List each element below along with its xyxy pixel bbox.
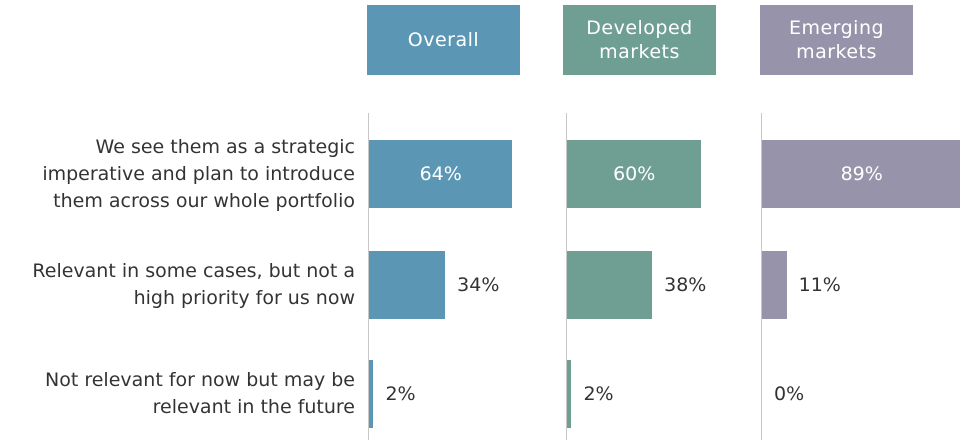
- axis-line: [566, 113, 567, 440]
- value-label: 2%: [583, 383, 614, 405]
- panel-header: Overall: [367, 5, 520, 75]
- category-label: We see them as a strategic imperative an…: [42, 135, 355, 212]
- value-label: 34%: [457, 274, 500, 296]
- value-label: 0%: [774, 383, 805, 405]
- axis-line: [368, 113, 369, 440]
- value-label: 64%: [419, 163, 462, 185]
- bar: [567, 360, 572, 428]
- panel-header: Developed markets: [563, 5, 716, 75]
- bar: [567, 251, 653, 319]
- bar: [762, 140, 960, 208]
- bar: [567, 140, 702, 208]
- value-label: 60%: [613, 163, 656, 185]
- panel-header: Emerging markets: [760, 5, 913, 75]
- value-label: 11%: [798, 274, 841, 296]
- category-label: Relevant in some cases, but not a high p…: [32, 260, 355, 309]
- bar: [369, 360, 374, 428]
- category-label: Not relevant for now but may be relevant…: [45, 369, 355, 418]
- value-label: 2%: [385, 383, 416, 405]
- axis-line: [761, 113, 762, 440]
- bar: [369, 140, 513, 208]
- value-label: 38%: [664, 274, 707, 296]
- bar: [369, 251, 446, 319]
- bar: [762, 251, 787, 319]
- value-label: 89%: [840, 163, 883, 185]
